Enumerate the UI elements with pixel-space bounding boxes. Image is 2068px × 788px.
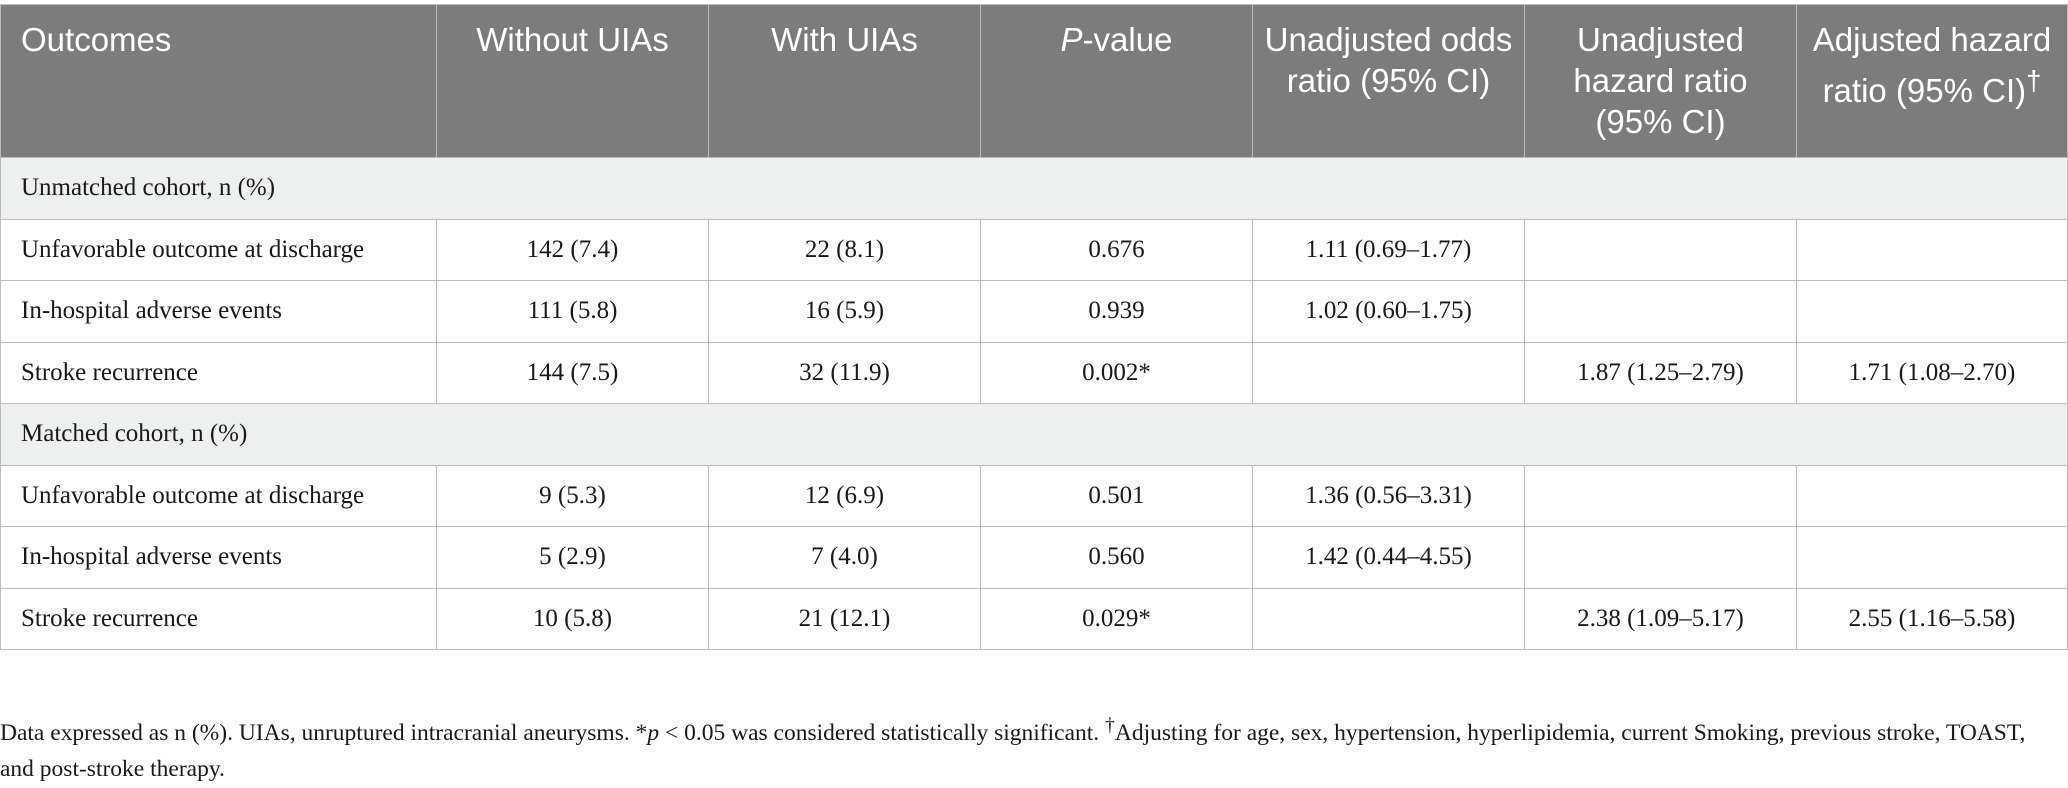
footnote-p-symbol: p — [647, 719, 660, 746]
table-row: Stroke recurrence 10 (5.8) 21 (12.1) 0.0… — [0, 587, 2068, 650]
table-row: In-hospital adverse events 5 (2.9) 7 (4.… — [0, 526, 2068, 589]
cell-with-uias: 12 (6.9) — [708, 464, 981, 527]
cell-with-uias: 22 (8.1) — [708, 218, 981, 281]
cell-unadjusted-odds-ratio — [1252, 341, 1525, 404]
cell-unadjusted-hazard-ratio: 1.87 (1.25–2.79) — [1524, 341, 1797, 404]
table-header-row: Outcomes Without UIAs With UIAs P-value … — [0, 4, 2068, 158]
row-outcome-label: Stroke recurrence — [0, 341, 437, 404]
cell-unadjusted-odds-ratio: 1.11 (0.69–1.77) — [1252, 218, 1525, 281]
section-row-matched: Matched cohort, n (%) — [0, 403, 2068, 466]
section-title: Matched cohort, n (%) — [0, 403, 2068, 466]
header-p-value: P-value — [980, 4, 1253, 158]
row-outcome-label: Unfavorable outcome at discharge — [0, 464, 437, 527]
cell-unadjusted-odds-ratio — [1252, 587, 1525, 650]
cell-without-uias: 10 (5.8) — [436, 587, 709, 650]
header-outcomes: Outcomes — [0, 4, 437, 158]
header-p-value-text: -value — [1082, 21, 1173, 58]
outcomes-table: Outcomes Without UIAs With UIAs P-value … — [0, 4, 2068, 650]
cell-unadjusted-hazard-ratio — [1524, 218, 1797, 281]
header-with-uias: With UIAs — [708, 4, 981, 158]
cell-p-value: 0.560 — [980, 526, 1253, 589]
header-adjusted-hazard-ratio-text: Adjusted hazard ratio (95% CI) — [1812, 21, 2052, 109]
cell-adjusted-hazard-ratio — [1796, 218, 2068, 281]
cell-without-uias: 5 (2.9) — [436, 526, 709, 589]
cell-unadjusted-odds-ratio: 1.42 (0.44–4.55) — [1252, 526, 1525, 589]
cell-without-uias: 142 (7.4) — [436, 218, 709, 281]
cell-without-uias: 9 (5.3) — [436, 464, 709, 527]
cell-unadjusted-odds-ratio: 1.36 (0.56–3.31) — [1252, 464, 1525, 527]
cell-p-value: 0.501 — [980, 464, 1253, 527]
table-footnote: Data expressed as n (%). UIAs, unrupture… — [0, 708, 2060, 787]
footnote-part-3: Adjusting for age, sex, hypertension, hy… — [0, 719, 2026, 782]
cell-adjusted-hazard-ratio — [1796, 464, 2068, 527]
row-outcome-label: Stroke recurrence — [0, 587, 437, 650]
cell-with-uias: 21 (12.1) — [708, 587, 981, 650]
cell-with-uias: 32 (11.9) — [708, 341, 981, 404]
cell-p-value: 0.029* — [980, 587, 1253, 650]
header-p-symbol: P — [1060, 21, 1083, 58]
header-adjusted-hazard-ratio: Adjusted hazard ratio (95% CI)† — [1796, 4, 2068, 158]
footnote-dagger: † — [1105, 715, 1115, 736]
table-row: Unfavorable outcome at discharge 142 (7.… — [0, 218, 2068, 281]
cell-unadjusted-hazard-ratio — [1524, 526, 1797, 589]
cell-p-value: 0.939 — [980, 280, 1253, 343]
row-outcome-label: In-hospital adverse events — [0, 526, 437, 589]
table-row: Unfavorable outcome at discharge 9 (5.3)… — [0, 464, 2068, 527]
footnote-part-1: Data expressed as n (%). UIAs, unrupture… — [0, 719, 648, 746]
table-row: In-hospital adverse events 111 (5.8) 16 … — [0, 280, 2068, 343]
cell-unadjusted-hazard-ratio — [1524, 464, 1797, 527]
cell-with-uias: 7 (4.0) — [708, 526, 981, 589]
cell-without-uias: 111 (5.8) — [436, 280, 709, 343]
cell-without-uias: 144 (7.5) — [436, 341, 709, 404]
table-row: Stroke recurrence 144 (7.5) 32 (11.9) 0.… — [0, 341, 2068, 404]
cell-adjusted-hazard-ratio: 1.71 (1.08–2.70) — [1796, 341, 2068, 404]
cell-adjusted-hazard-ratio: 2.55 (1.16–5.58) — [1796, 587, 2068, 650]
row-outcome-label: In-hospital adverse events — [0, 280, 437, 343]
section-row-unmatched: Unmatched cohort, n (%) — [0, 157, 2068, 220]
cell-p-value: 0.676 — [980, 218, 1253, 281]
cell-unadjusted-odds-ratio: 1.02 (0.60–1.75) — [1252, 280, 1525, 343]
row-outcome-label: Unfavorable outcome at discharge — [0, 218, 437, 281]
cell-with-uias: 16 (5.9) — [708, 280, 981, 343]
section-title: Unmatched cohort, n (%) — [0, 157, 2068, 220]
header-unadjusted-hazard-ratio: Unadjusted hazard ratio (95% CI) — [1524, 4, 1797, 158]
header-unadjusted-odds-ratio: Unadjusted odds ratio (95% CI) — [1252, 4, 1525, 158]
cell-adjusted-hazard-ratio — [1796, 526, 2068, 589]
cell-unadjusted-hazard-ratio: 2.38 (1.09–5.17) — [1524, 587, 1797, 650]
header-without-uias: Without UIAs — [436, 4, 709, 158]
cell-unadjusted-hazard-ratio — [1524, 280, 1797, 343]
cell-adjusted-hazard-ratio — [1796, 280, 2068, 343]
cell-p-value: 0.002* — [980, 341, 1253, 404]
footnote-part-2: < 0.05 was considered statistically sign… — [659, 719, 1106, 746]
header-dagger: † — [2026, 65, 2042, 96]
